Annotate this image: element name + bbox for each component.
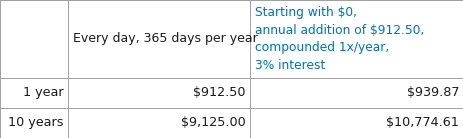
Text: Starting with $0,
annual addition of $912.50,
compounded 1x/year,
3% interest: Starting with $0, annual addition of $91… (254, 6, 423, 72)
Bar (250, 108, 463, 138)
Text: 1 year: 1 year (23, 87, 63, 99)
Text: $10,774.61: $10,774.61 (386, 116, 458, 129)
Text: Every day, 365 days per year: Every day, 365 days per year (73, 32, 257, 46)
Bar (0, 78, 68, 108)
Text: 10 years: 10 years (8, 116, 63, 129)
Bar (0, 108, 68, 138)
Bar (68, 0, 250, 78)
Text: $912.50: $912.50 (193, 87, 245, 99)
Bar (0, 0, 68, 78)
Bar (68, 78, 250, 108)
Bar (250, 0, 463, 78)
Bar (250, 78, 463, 108)
Bar (68, 108, 250, 138)
Text: $9,125.00: $9,125.00 (180, 116, 245, 129)
Text: $939.87: $939.87 (406, 87, 458, 99)
